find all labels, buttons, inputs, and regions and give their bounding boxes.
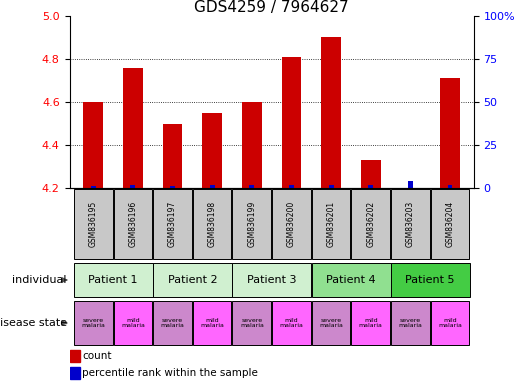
Text: Patient 2: Patient 2 [167, 275, 217, 285]
Title: GDS4259 / 7964627: GDS4259 / 7964627 [194, 0, 349, 15]
FancyBboxPatch shape [232, 189, 271, 259]
Text: Patient 1: Patient 1 [89, 275, 138, 285]
Bar [440, 78, 460, 188]
Bar [123, 68, 143, 188]
Text: mild
malaria: mild malaria [121, 318, 145, 328]
FancyBboxPatch shape [272, 301, 311, 344]
FancyBboxPatch shape [272, 189, 311, 259]
Bar [321, 38, 341, 188]
Bar [408, 181, 413, 188]
Bar [249, 185, 254, 188]
Bar [289, 185, 294, 188]
Bar [202, 113, 222, 188]
Text: severe
malaria: severe malaria [399, 318, 422, 328]
Text: GSM836201: GSM836201 [327, 201, 336, 247]
Bar [368, 185, 373, 188]
FancyBboxPatch shape [74, 263, 153, 296]
Text: GSM836195: GSM836195 [89, 201, 98, 247]
FancyBboxPatch shape [113, 189, 152, 259]
FancyBboxPatch shape [232, 263, 311, 296]
Text: disease state: disease state [0, 318, 67, 328]
FancyBboxPatch shape [232, 301, 271, 344]
Text: individual: individual [12, 275, 67, 285]
Bar [329, 185, 334, 188]
Text: mild
malaria: mild malaria [200, 318, 224, 328]
Text: percentile rank within the sample: percentile rank within the sample [82, 368, 259, 378]
Bar [70, 350, 80, 362]
Bar [91, 186, 96, 188]
Text: GSM836200: GSM836200 [287, 201, 296, 247]
FancyBboxPatch shape [312, 263, 390, 296]
FancyBboxPatch shape [391, 301, 430, 344]
Text: GSM836197: GSM836197 [168, 201, 177, 247]
FancyBboxPatch shape [391, 189, 430, 259]
Text: GSM836204: GSM836204 [445, 201, 455, 247]
FancyBboxPatch shape [391, 263, 470, 296]
Text: mild
malaria: mild malaria [280, 318, 303, 328]
Text: GSM836199: GSM836199 [247, 201, 256, 247]
Text: severe
malaria: severe malaria [240, 318, 264, 328]
FancyBboxPatch shape [153, 301, 192, 344]
Bar [70, 367, 80, 379]
FancyBboxPatch shape [153, 189, 192, 259]
Bar [163, 124, 182, 188]
Bar [448, 185, 453, 188]
FancyBboxPatch shape [113, 301, 152, 344]
FancyBboxPatch shape [351, 301, 390, 344]
Text: severe
malaria: severe malaria [81, 318, 105, 328]
Bar [361, 160, 381, 188]
Text: GSM836198: GSM836198 [208, 201, 217, 247]
FancyBboxPatch shape [312, 301, 350, 344]
Text: Patient 5: Patient 5 [405, 275, 455, 285]
FancyBboxPatch shape [312, 189, 350, 259]
FancyBboxPatch shape [431, 301, 469, 344]
FancyBboxPatch shape [153, 263, 232, 296]
Text: Patient 3: Patient 3 [247, 275, 297, 285]
Text: mild
malaria: mild malaria [438, 318, 462, 328]
Text: severe
malaria: severe malaria [319, 318, 343, 328]
FancyBboxPatch shape [74, 189, 113, 259]
FancyBboxPatch shape [351, 189, 390, 259]
Text: mild
malaria: mild malaria [359, 318, 383, 328]
Bar [83, 102, 103, 188]
Bar [282, 57, 301, 188]
FancyBboxPatch shape [431, 189, 469, 259]
Bar [130, 185, 135, 188]
Bar [242, 102, 262, 188]
Text: GSM836196: GSM836196 [128, 201, 138, 247]
Text: count: count [82, 351, 112, 361]
FancyBboxPatch shape [74, 301, 113, 344]
Text: severe
malaria: severe malaria [161, 318, 184, 328]
Text: GSM836203: GSM836203 [406, 201, 415, 247]
FancyBboxPatch shape [193, 189, 231, 259]
Bar [210, 185, 215, 188]
Text: Patient 4: Patient 4 [326, 275, 376, 285]
FancyBboxPatch shape [193, 301, 231, 344]
Text: GSM836202: GSM836202 [366, 201, 375, 247]
Bar [170, 186, 175, 188]
